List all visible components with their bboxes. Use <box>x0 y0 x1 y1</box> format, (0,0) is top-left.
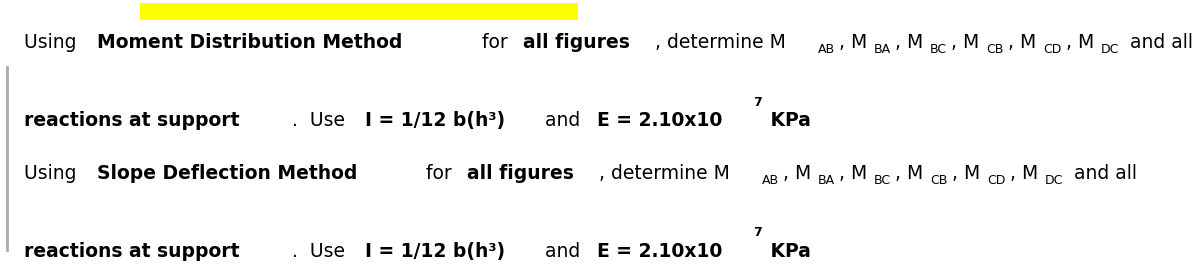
Text: and all: and all <box>1068 164 1136 183</box>
Text: , M: , M <box>1008 33 1036 52</box>
Text: , M: , M <box>952 164 980 183</box>
Text: DC: DC <box>1045 174 1063 187</box>
Text: CD: CD <box>988 174 1006 187</box>
Text: Moment Distribution Method: Moment Distribution Method <box>97 33 402 52</box>
Text: Slope Deflection Method: Slope Deflection Method <box>97 164 358 183</box>
Text: KPa: KPa <box>763 111 810 130</box>
Text: 7: 7 <box>752 96 762 109</box>
Text: and all: and all <box>1123 33 1193 52</box>
Text: , M: , M <box>952 33 979 52</box>
Text: E = 2.10x10: E = 2.10x10 <box>598 242 722 261</box>
Text: , M: , M <box>1066 33 1094 52</box>
Text: I = 1/12 b(h³): I = 1/12 b(h³) <box>365 111 505 130</box>
Text: Using: Using <box>24 33 83 52</box>
Text: , M: , M <box>895 164 924 183</box>
Text: .  Use: . Use <box>292 111 350 130</box>
Text: I = 1/12 b(h³): I = 1/12 b(h³) <box>365 242 505 261</box>
Text: AB: AB <box>762 174 779 187</box>
Text: Using: Using <box>24 164 83 183</box>
Text: CD: CD <box>1043 43 1061 56</box>
Text: CB: CB <box>930 174 948 187</box>
Text: all figures: all figures <box>523 33 630 52</box>
Text: 7: 7 <box>752 226 762 239</box>
FancyBboxPatch shape <box>140 3 578 20</box>
Text: E = 2.10x10: E = 2.10x10 <box>598 111 722 130</box>
Text: , M: , M <box>839 33 866 52</box>
Text: all figures: all figures <box>467 164 574 183</box>
Text: BA: BA <box>818 174 835 187</box>
Text: for: for <box>420 164 457 183</box>
Text: reactions at support: reactions at support <box>24 242 240 261</box>
Text: .  Use: . Use <box>292 242 350 261</box>
Text: , M: , M <box>1010 164 1038 183</box>
Text: CB: CB <box>986 43 1003 56</box>
Text: , M: , M <box>782 164 811 183</box>
Text: for: for <box>475 33 514 52</box>
Text: and: and <box>539 242 586 261</box>
Text: KPa: KPa <box>763 242 810 261</box>
Text: BC: BC <box>875 174 892 187</box>
Text: , determine M: , determine M <box>655 33 786 52</box>
Text: , M: , M <box>895 33 923 52</box>
Text: reactions at support: reactions at support <box>24 111 240 130</box>
Text: BA: BA <box>874 43 890 56</box>
Text: , M: , M <box>839 164 868 183</box>
Text: AB: AB <box>817 43 835 56</box>
Text: BC: BC <box>930 43 947 56</box>
Text: and: and <box>539 111 586 130</box>
Text: DC: DC <box>1100 43 1120 56</box>
Text: , determine M: , determine M <box>599 164 731 183</box>
